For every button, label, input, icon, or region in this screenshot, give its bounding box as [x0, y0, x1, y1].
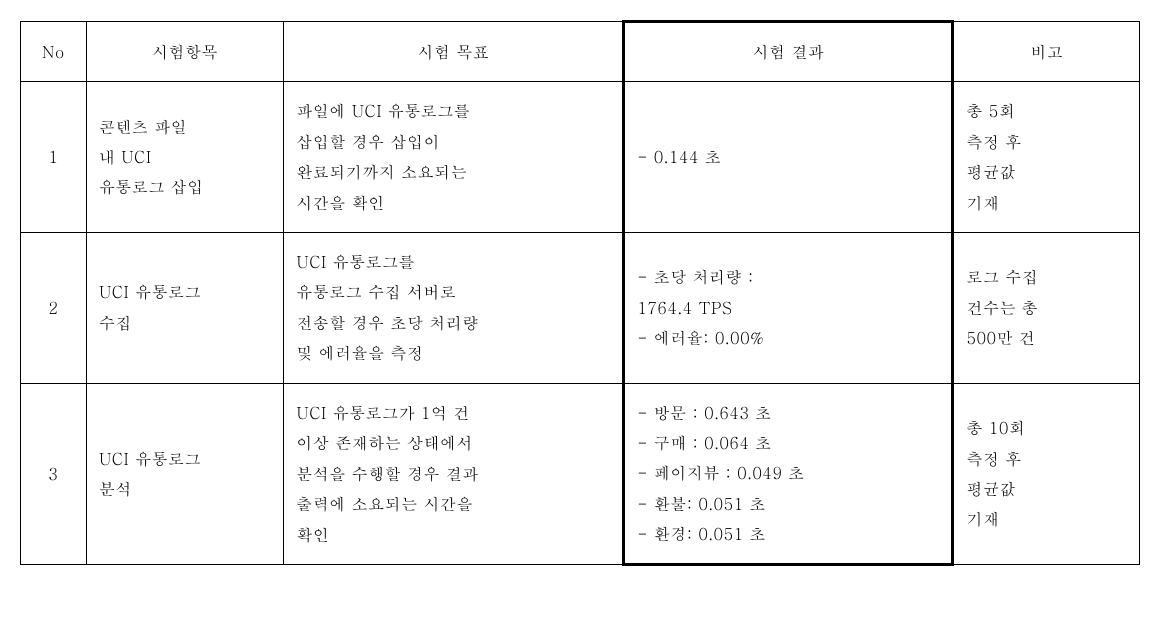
item-line: 콘텐츠 파일: [99, 112, 271, 142]
note-line: 기재: [966, 188, 1127, 218]
cell-goal: UCI 유통로그가 1억 건 이상 존재하는 상태에서 분석을 수행할 경우 결…: [284, 383, 624, 565]
goal-line: UCI 유통로그가 1억 건: [296, 398, 610, 428]
table-row: 2 UCI 유통로그 수집 UCI 유통로그를 유통로그 수집 서버로 전송할 …: [21, 232, 1140, 383]
table-header-row: No 시험항목 시험 목표 시험 결과 비고: [21, 22, 1140, 82]
item-line: 분석: [99, 474, 271, 504]
goal-line: 파일에 UCI 유통로그를: [296, 96, 610, 126]
goal-line: 유통로그 수집 서버로: [296, 277, 610, 307]
col-header-no: No: [21, 22, 87, 82]
table-row: 1 콘텐츠 파일 내 UCI 유통로그 삽입 파일에 UCI 유통로그를 삽입할…: [21, 82, 1140, 233]
item-line: 유통로그 삽입: [99, 172, 271, 202]
cell-goal: 파일에 UCI 유통로그를 삽입할 경우 삽입이 완료되기까지 소요되는 시간을…: [284, 82, 624, 233]
cell-no: 1: [21, 82, 87, 233]
note-line: 측정 후: [966, 127, 1127, 157]
goal-line: UCI 유통로그를: [296, 247, 610, 277]
goal-line: 삽입할 경우 삽입이: [296, 127, 610, 157]
result-line: - 에러율: 0.00%: [637, 323, 939, 353]
goal-line: 이상 존재하는 상태에서: [296, 428, 610, 458]
goal-line: 완료되기까지 소요되는: [296, 157, 610, 187]
note-line: 로그 수집: [966, 262, 1127, 292]
col-header-result: 시험 결과: [624, 22, 953, 82]
result-line: 1764.4 TPS: [637, 293, 939, 323]
item-line: UCI 유통로그: [99, 277, 271, 307]
goal-line: 전송할 경우 초당 처리량: [296, 308, 610, 338]
note-line: 기재: [966, 504, 1127, 534]
cell-note: 총 5회 측정 후 평균값 기재: [953, 82, 1140, 233]
note-line: 500만 건: [966, 323, 1127, 353]
note-line: 평균값: [966, 157, 1127, 187]
item-line: UCI 유통로그: [99, 444, 271, 474]
note-line: 측정 후: [966, 444, 1127, 474]
note-line: 총 10회: [966, 413, 1127, 443]
cell-item: UCI 유통로그 수집: [86, 232, 283, 383]
col-header-goal: 시험 목표: [284, 22, 624, 82]
result-line: - 0.144 초: [637, 142, 939, 172]
goal-line: 분석을 수행할 경우 결과: [296, 459, 610, 489]
note-line: 건수는 총: [966, 293, 1127, 323]
test-results-table: No 시험항목 시험 목표 시험 결과 비고 1 콘텐츠 파일 내 UCI 유통…: [20, 20, 1140, 566]
cell-item: UCI 유통로그 분석: [86, 383, 283, 565]
cell-item: 콘텐츠 파일 내 UCI 유통로그 삽입: [86, 82, 283, 233]
result-line: - 페이지뷰 : 0.049 초: [637, 458, 939, 488]
cell-note: 총 10회 측정 후 평균값 기재: [953, 383, 1140, 565]
cell-result: - 0.144 초: [624, 82, 953, 233]
col-header-note: 비고: [953, 22, 1140, 82]
result-line: - 방문 : 0.643 초: [637, 398, 939, 428]
goal-line: 시간을 확인: [296, 188, 610, 218]
result-line: - 초당 처리량 :: [637, 262, 939, 292]
goal-line: 및 에러율을 측정: [296, 338, 610, 368]
goal-line: 출력에 소요되는 시간을: [296, 489, 610, 519]
result-line: - 구매 : 0.064 초: [637, 428, 939, 458]
cell-no: 2: [21, 232, 87, 383]
item-line: 내 UCI: [99, 142, 271, 172]
note-line: 평균값: [966, 474, 1127, 504]
result-line: - 환불: 0.051 초: [637, 489, 939, 519]
note-line: 총 5회: [966, 96, 1127, 126]
cell-note: 로그 수집 건수는 총 500만 건: [953, 232, 1140, 383]
col-header-item: 시험항목: [86, 22, 283, 82]
cell-result: - 방문 : 0.643 초 - 구매 : 0.064 초 - 페이지뷰 : 0…: [624, 383, 953, 565]
item-line: 수집: [99, 308, 271, 338]
table-row: 3 UCI 유통로그 분석 UCI 유통로그가 1억 건 이상 존재하는 상태에…: [21, 383, 1140, 565]
goal-line: 확인: [296, 520, 610, 550]
result-line: - 환경: 0.051 초: [637, 519, 939, 549]
cell-goal: UCI 유통로그를 유통로그 수집 서버로 전송할 경우 초당 처리량 및 에러…: [284, 232, 624, 383]
cell-no: 3: [21, 383, 87, 565]
cell-result: - 초당 처리량 : 1764.4 TPS - 에러율: 0.00%: [624, 232, 953, 383]
